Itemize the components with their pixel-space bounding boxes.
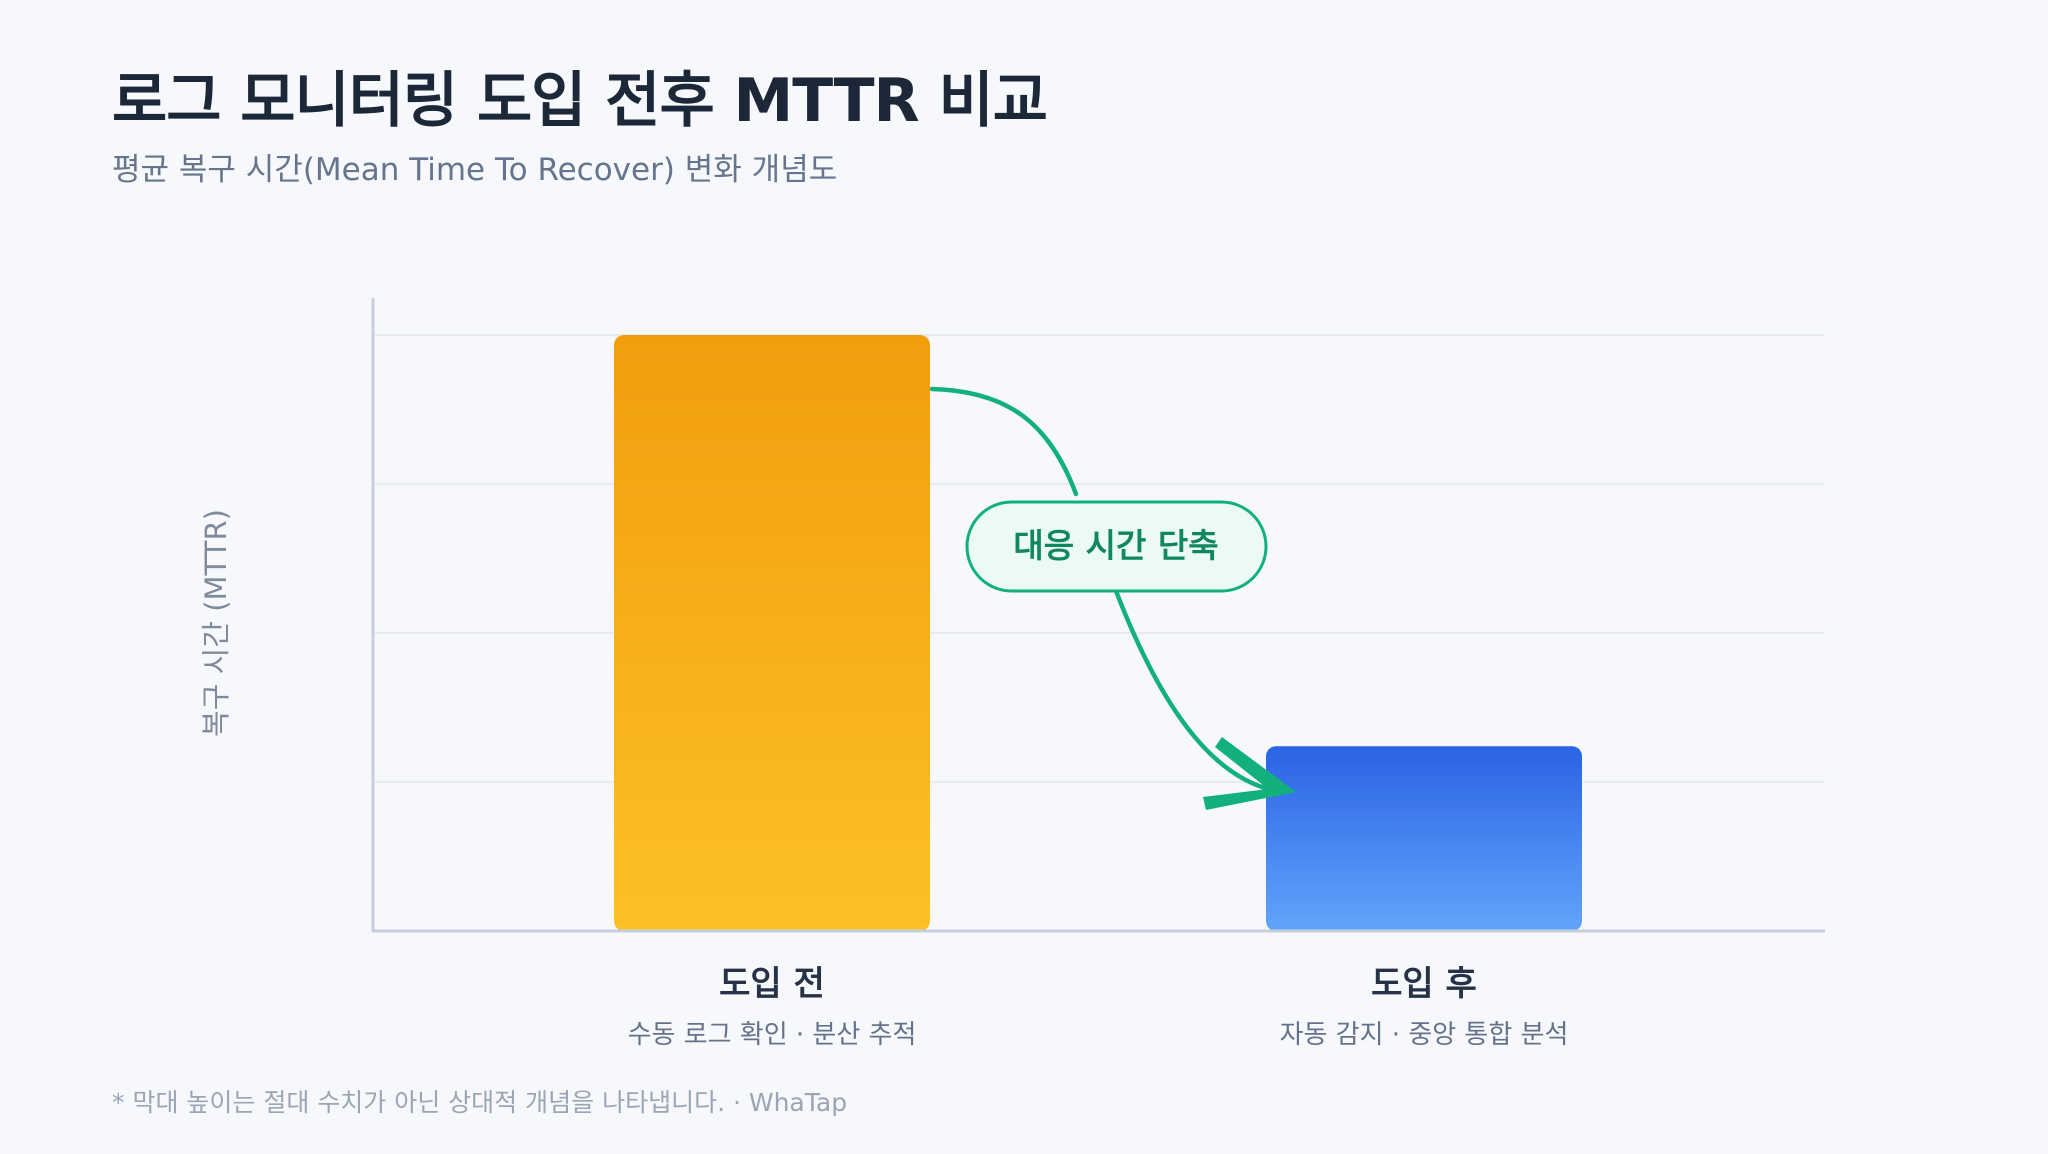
category-caption-2: 자동 감지 · 중앙 통합 분석 bbox=[1280, 1020, 1569, 1050]
category-caption-1: 수동 로그 확인 · 분산 추적 bbox=[628, 1020, 917, 1050]
bar-after bbox=[1266, 746, 1582, 931]
page-subtitle: 평균 복구 시간(Mean Time To Recover) 변화 개념도 bbox=[112, 152, 838, 188]
bar-before bbox=[614, 335, 930, 931]
annotation-pill bbox=[965, 500, 1268, 593]
category-label-1: 도입 전 bbox=[719, 964, 825, 1004]
arrow-head-icon bbox=[1203, 737, 1296, 810]
annotation-label: 대응 시간 단축 bbox=[1013, 526, 1218, 565]
y-axis-label: 복구 시간 (MTTR) bbox=[199, 509, 233, 737]
page-title: 로그 모니터링 도입 전후 MTTR 비교 bbox=[112, 66, 1048, 136]
reduction-arrow bbox=[929, 386, 1275, 793]
category-label-2: 도입 후 bbox=[1371, 964, 1477, 1004]
footnote: * 막대 높이는 절대 수치가 아닌 상대적 개념을 나타냅니다. · WhaT… bbox=[112, 1088, 848, 1117]
